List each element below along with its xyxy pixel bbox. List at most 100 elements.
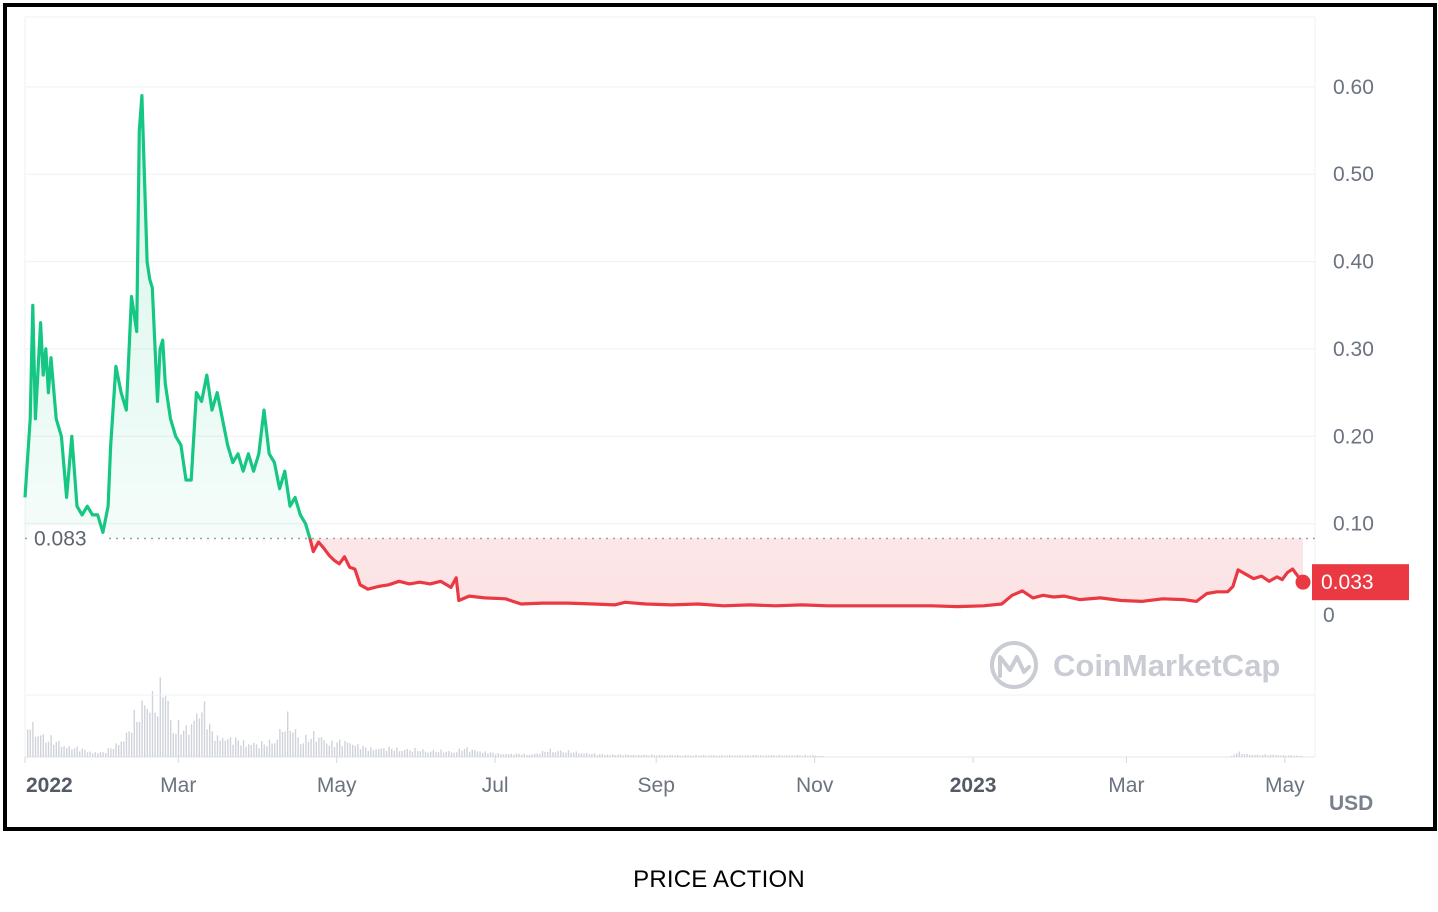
current-price-dot[interactable]	[1295, 574, 1311, 590]
volume-bar	[687, 755, 689, 757]
x-tick-label: Mar	[160, 774, 196, 797]
volume-bar	[414, 748, 416, 757]
volume-bar	[34, 736, 37, 757]
volume-bar	[820, 756, 822, 757]
volume-bar	[318, 737, 320, 757]
volume-bar	[801, 755, 804, 757]
volume-bar	[645, 754, 648, 757]
volume-bar	[378, 749, 380, 757]
volume-bar	[245, 746, 247, 757]
volume-bar	[1259, 755, 1261, 757]
volume-bar	[513, 754, 515, 757]
volume-bar	[591, 754, 593, 757]
volume-bar	[653, 755, 655, 757]
volume-bar	[744, 755, 746, 757]
volume-bar	[677, 754, 679, 757]
volume-bar	[575, 751, 577, 757]
volume-bar	[778, 754, 780, 757]
volume-bar	[110, 748, 112, 757]
volume-bar	[336, 742, 338, 757]
volume-bar	[1249, 755, 1251, 757]
volume-bar	[469, 751, 471, 757]
volume-bar	[333, 747, 336, 757]
volume-bar	[1301, 756, 1303, 757]
volume-bar	[229, 737, 232, 757]
volume-bar	[250, 745, 252, 757]
volume-bar	[666, 755, 668, 757]
volume-bar	[92, 753, 94, 757]
volume-bar	[84, 749, 86, 757]
x-tick-label: Sep	[638, 774, 675, 797]
volume-bar	[68, 746, 70, 757]
volume-bar	[552, 752, 554, 757]
volume-bar	[536, 753, 538, 757]
volume-bar	[81, 748, 83, 757]
volume-bar	[502, 754, 505, 757]
volume-bar	[349, 743, 351, 757]
volume-bar	[50, 735, 52, 757]
volume-bar	[692, 755, 694, 757]
volume-bar	[726, 755, 728, 757]
volume-bar	[305, 734, 307, 757]
volume-bar	[807, 755, 809, 757]
volume-bar	[773, 755, 775, 757]
volume-bar	[419, 751, 421, 757]
price-line-above	[23, 94, 312, 539]
volume-bar	[437, 752, 440, 757]
volume-bar	[29, 729, 31, 757]
volume-bar	[1264, 754, 1266, 757]
volume-bar	[183, 730, 185, 757]
volume-bar	[612, 754, 614, 757]
volume-bar	[794, 755, 796, 757]
volume-bar	[497, 753, 499, 757]
volume-bar	[45, 742, 47, 757]
volume-bar	[567, 750, 570, 757]
volume-bar	[635, 755, 637, 757]
volume-bar	[1269, 754, 1272, 757]
y-tick-label: 0.10	[1333, 513, 1374, 536]
volume-bar	[622, 755, 624, 757]
volume-bar	[118, 745, 120, 757]
volume-bar	[216, 735, 219, 757]
volume-bar	[367, 750, 369, 757]
volume-bar	[1285, 755, 1287, 757]
volume-bar	[167, 700, 169, 757]
volume-bar	[643, 754, 645, 757]
volume-bar	[435, 752, 437, 757]
volume-bar	[66, 748, 68, 757]
volume-bar	[523, 753, 525, 757]
volume-bar	[718, 755, 720, 757]
volume-bar	[97, 753, 99, 757]
volume-bar	[362, 746, 364, 757]
volume-bar	[292, 732, 294, 757]
volume-bar	[583, 753, 585, 757]
volume-bar	[115, 743, 117, 757]
volume-bar	[456, 752, 458, 757]
volume-bar	[89, 751, 91, 757]
volume-bar	[42, 734, 44, 757]
x-tick-label: 2022	[26, 774, 73, 797]
volume-bar	[534, 753, 536, 757]
volume-bar	[549, 748, 551, 757]
volume-bar	[450, 752, 453, 757]
volume-bar	[365, 747, 367, 757]
volume-bar	[1267, 755, 1269, 757]
volume-bar	[76, 746, 78, 757]
volume-bar	[554, 752, 557, 757]
volume-bar	[606, 754, 609, 757]
volume-bar	[380, 748, 382, 757]
y-tick-label: 0.60	[1333, 76, 1374, 99]
volume-bar	[760, 755, 762, 757]
volume-bar	[60, 746, 63, 757]
volume-bar	[739, 755, 741, 757]
volume-bar	[1262, 755, 1264, 757]
volume-bar	[822, 756, 824, 757]
volume-bar	[736, 755, 739, 757]
volume-bar	[398, 751, 401, 757]
current-price-tag-bg	[1312, 564, 1409, 601]
volume-bar	[531, 754, 533, 757]
volume-bar	[279, 729, 281, 757]
volume-bar	[219, 740, 221, 757]
volume-bar	[383, 748, 385, 757]
volume-bar	[196, 713, 198, 757]
